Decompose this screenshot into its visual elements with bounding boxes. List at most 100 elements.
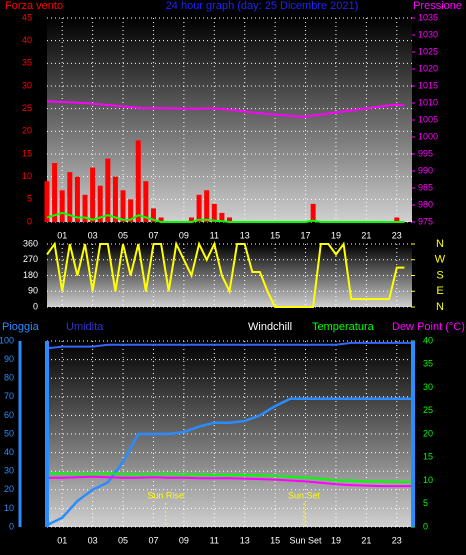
y-tick-label: 30 bbox=[22, 80, 32, 90]
bar bbox=[150, 208, 156, 222]
y-tick-label: 0 bbox=[27, 216, 32, 226]
y-tick-label: 15 bbox=[22, 148, 32, 158]
line bbox=[46, 100, 405, 118]
y2-tick-label: 25 bbox=[423, 405, 433, 415]
y-tick-label: 45 bbox=[22, 12, 32, 22]
y-tick-label: 40 bbox=[4, 447, 14, 457]
y2-tick-label: 20 bbox=[423, 428, 433, 438]
y-tick-label: 0 bbox=[9, 521, 14, 531]
y-tick-label: 30 bbox=[4, 466, 14, 476]
line bbox=[47, 472, 412, 483]
bar bbox=[120, 190, 126, 222]
y2-tick-label: 1005 bbox=[418, 114, 438, 124]
x-tick-label: 05 bbox=[118, 230, 128, 240]
annotation-label: Sun Rise bbox=[147, 490, 184, 500]
bar bbox=[188, 217, 194, 222]
x-tick-label: 13 bbox=[240, 230, 250, 240]
annotation-label: Sun Set bbox=[288, 490, 321, 500]
x-tick-label: 05 bbox=[118, 535, 128, 545]
y2-tick-label: S bbox=[436, 269, 443, 281]
x-tick-label: 11 bbox=[210, 230, 219, 240]
y2-axis-label: Pressione bbox=[413, 0, 462, 12]
bar bbox=[74, 176, 80, 222]
x-tick-label: 09 bbox=[179, 230, 189, 240]
x-tick-label: 03 bbox=[88, 535, 98, 545]
rain-bar-left bbox=[45, 341, 49, 527]
legend-label: Windchill bbox=[248, 321, 292, 333]
y-tick-label: 90 bbox=[4, 354, 14, 364]
y-tick-label: 35 bbox=[22, 58, 32, 68]
y-tick-label: 40 bbox=[22, 35, 32, 45]
y-tick-label: 100 bbox=[0, 335, 14, 345]
y-axis-label: Forza vento bbox=[5, 0, 63, 12]
x-tick-label: 13 bbox=[240, 535, 250, 545]
rain-bar-right bbox=[411, 341, 415, 527]
x-tick-label: 19 bbox=[331, 230, 341, 240]
x-tick-label: 01 bbox=[57, 230, 67, 240]
x-tick-label: Sun Set bbox=[290, 535, 323, 545]
bar bbox=[158, 217, 164, 222]
y2-tick-label: 5 bbox=[423, 498, 428, 508]
y-tick-label: 50 bbox=[4, 428, 14, 438]
bar bbox=[82, 194, 88, 222]
x-tick-label: 15 bbox=[270, 230, 280, 240]
x-tick-label: 21 bbox=[361, 535, 371, 545]
y2-tick-label: 35 bbox=[423, 359, 433, 369]
x-tick-label: 17 bbox=[301, 230, 311, 240]
x-tick-label: 23 bbox=[392, 230, 402, 240]
y2-tick-label: N bbox=[436, 301, 444, 313]
bar bbox=[310, 203, 316, 222]
y2-tick-label: 1015 bbox=[418, 80, 438, 90]
bar bbox=[67, 172, 73, 222]
x-tick-label: 11 bbox=[210, 535, 219, 545]
bar bbox=[44, 181, 50, 222]
x-tick-label: 19 bbox=[331, 535, 341, 545]
y2-tick-label: 15 bbox=[423, 452, 433, 462]
y2-tick-label: 1035 bbox=[418, 12, 438, 22]
y2-tick-label: N bbox=[436, 238, 444, 250]
y2-tick-label: E bbox=[436, 285, 443, 297]
chart-title: 24 hour graph (day: 25 Dicembre 2021) bbox=[166, 0, 359, 12]
y-tick-label: 180 bbox=[23, 270, 38, 280]
bar bbox=[394, 217, 400, 222]
x-tick-label: 07 bbox=[148, 535, 158, 545]
y2-tick-label: 1020 bbox=[418, 63, 438, 73]
legend-label: Temperatura bbox=[312, 321, 375, 333]
bar bbox=[112, 176, 118, 222]
line bbox=[46, 341, 412, 350]
y2-tick-label: 10 bbox=[423, 475, 433, 485]
y-tick-label: 80 bbox=[4, 373, 14, 383]
bar bbox=[105, 158, 111, 222]
y-tick-label: 0 bbox=[33, 301, 38, 311]
x-tick-label: 23 bbox=[392, 535, 402, 545]
legend-label: Pioggia bbox=[2, 321, 40, 333]
bar bbox=[196, 194, 202, 222]
x-tick-label: 01 bbox=[57, 535, 67, 545]
y2-tick-label: 990 bbox=[418, 165, 433, 175]
y-tick-label: 10 bbox=[4, 503, 14, 513]
bar bbox=[52, 163, 58, 222]
line bbox=[47, 475, 412, 488]
bar bbox=[90, 167, 96, 222]
bar bbox=[59, 190, 65, 222]
y-tick-label: 5 bbox=[27, 194, 32, 204]
bar bbox=[204, 190, 210, 222]
y2-tick-label: 0 bbox=[423, 521, 428, 531]
bar bbox=[135, 140, 141, 222]
y2-tick-label: 980 bbox=[418, 199, 433, 209]
y-tick-label: 270 bbox=[23, 254, 38, 264]
y-tick-label: 25 bbox=[22, 103, 32, 113]
plot-background bbox=[47, 341, 412, 527]
x-tick-label: 15 bbox=[270, 535, 280, 545]
x-tick-label: 07 bbox=[148, 230, 158, 240]
x-tick-label: 03 bbox=[88, 230, 98, 240]
y2-tick-label: 40 bbox=[423, 335, 433, 345]
y-tick-label: 10 bbox=[22, 171, 32, 181]
y2-tick-label: 985 bbox=[418, 182, 433, 192]
y2-tick-label: 1030 bbox=[418, 29, 438, 39]
plot-background bbox=[47, 244, 412, 307]
bar bbox=[128, 199, 134, 222]
y2-tick-label: 995 bbox=[418, 148, 433, 158]
y-tick-label: 90 bbox=[28, 286, 38, 296]
